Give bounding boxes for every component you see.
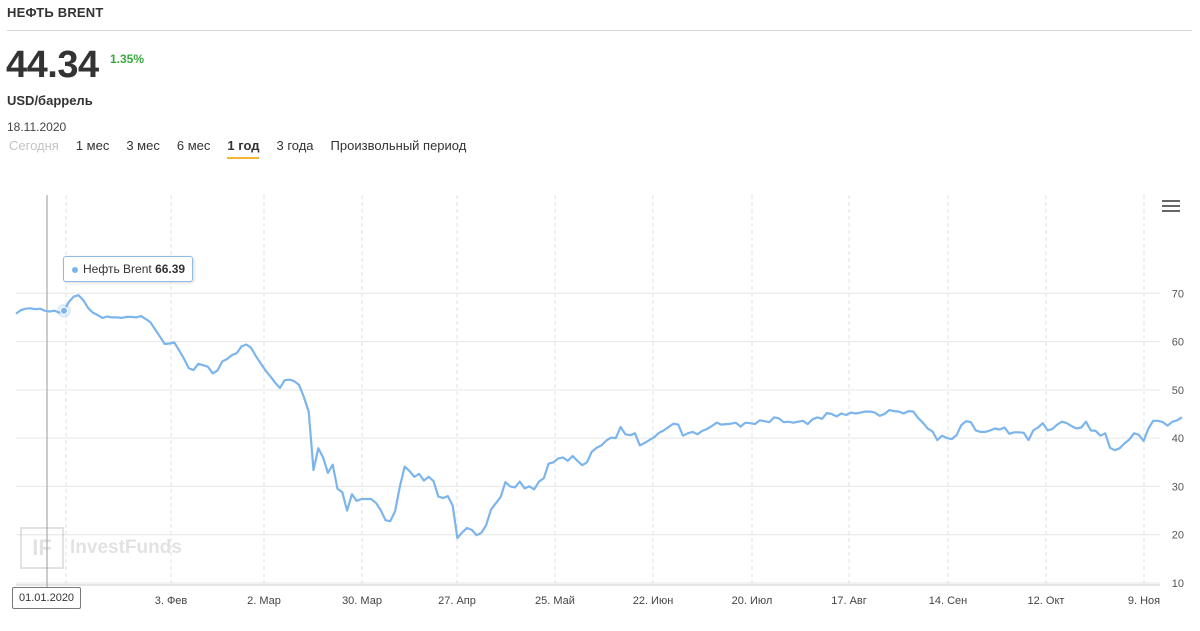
x-tick-label: 12. Окт (1028, 595, 1065, 607)
y-tick-label: 40 (1172, 433, 1184, 445)
current-price: 44.34 (6, 44, 99, 86)
y-tick-label: 70 (1172, 288, 1184, 300)
title-divider (7, 30, 1192, 31)
chart-tooltip: Нефть Brent 66.39 (63, 256, 194, 282)
y-tick-label: 50 (1172, 385, 1184, 397)
x-tick-label: 2. Мар (247, 595, 281, 607)
period-1-month[interactable]: 1 мес (75, 138, 110, 153)
price-change: 1.35% (110, 52, 145, 66)
tooltip-series-name: Нефть Brent (83, 262, 152, 276)
period-3-years[interactable]: 3 года (276, 138, 314, 153)
price-date: 18.11.2020 (7, 120, 67, 134)
x-tick-label: 9. Ноя (1128, 595, 1160, 607)
y-tick-label: 60 (1172, 337, 1184, 349)
x-tick-label: 22. Июн (633, 595, 674, 607)
hover-point (59, 306, 68, 315)
price-unit: USD/баррель (7, 93, 93, 108)
y-tick-label: 30 (1172, 481, 1184, 493)
period-today: Сегодня (9, 138, 59, 153)
x-tick-label: 3. Фев (155, 595, 188, 607)
crosshair-date-label: 01.01.2020 (12, 587, 82, 609)
x-tick-label: 14. Сен (929, 595, 967, 607)
y-tick-label: 20 (1172, 530, 1184, 542)
x-tick-label: 25. Май (535, 595, 575, 607)
period-3-months[interactable]: 3 мес (126, 138, 160, 153)
price-chart[interactable]: 10 20 30 40 50 60 70 3. Фев 2. Мар 30. Мар 27. Апр… (0, 185, 1200, 625)
x-tick-label: 20. Июл (732, 595, 773, 607)
hamburger-menu-icon[interactable] (1162, 200, 1180, 214)
series-marker-icon (72, 266, 78, 273)
x-tick-label: 30. Мар (342, 595, 382, 607)
y-tick-label: 10 (1172, 578, 1184, 590)
series-line-brent (15, 294, 1183, 540)
x-tick-label: 27. Апр (438, 595, 476, 607)
period-selector: Сегодня 1 мес 3 мес 6 мес 1 год 3 года П… (9, 138, 483, 159)
page-title: НЕФТЬ BRENT (7, 5, 104, 20)
period-6-months[interactable]: 6 мес (176, 138, 211, 153)
x-tick-label: 17. Авг (831, 595, 867, 607)
period-custom[interactable]: Произвольный период (330, 138, 467, 153)
tooltip-value: 66.39 (155, 262, 186, 276)
period-1-year[interactable]: 1 год (227, 138, 260, 159)
logo-mark-icon: IF (20, 527, 64, 569)
watermark-logo: IF InvestFunds (20, 527, 182, 569)
watermark-text: InvestFunds (70, 537, 182, 558)
